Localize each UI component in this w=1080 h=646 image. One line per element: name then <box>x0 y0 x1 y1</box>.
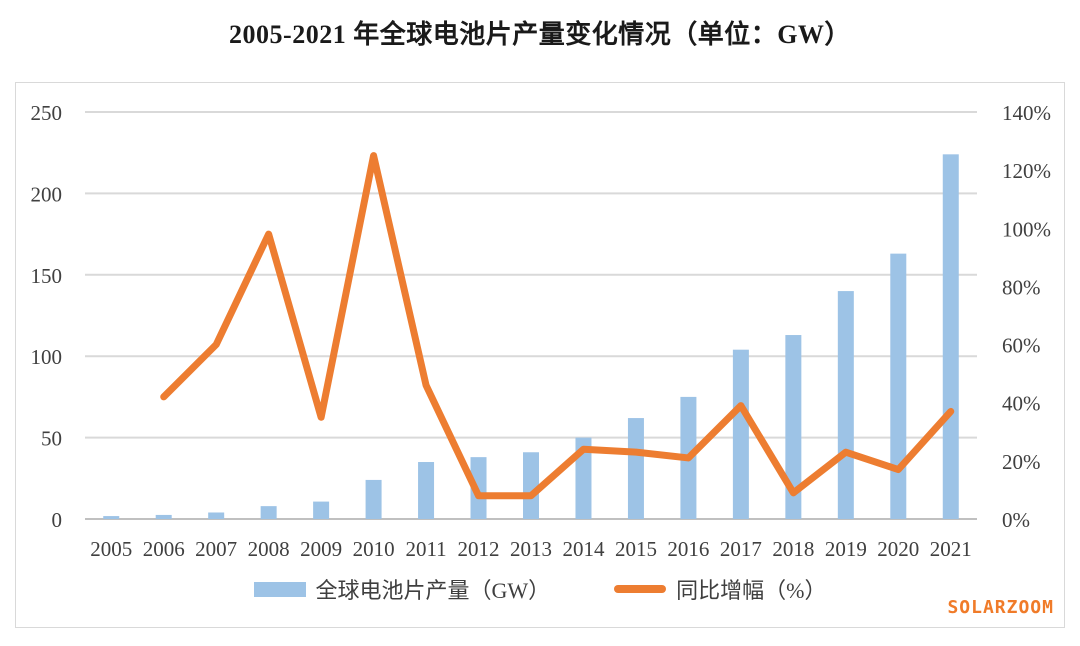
bar-2021 <box>942 154 959 519</box>
bar-2019 <box>837 291 854 519</box>
legend-item-production: 全球电池片产量（GW） <box>253 573 551 605</box>
x-axis-tick-label: 2018 <box>772 537 814 561</box>
x-axis-tick-label: 2006 <box>143 537 185 561</box>
bar-2018 <box>785 335 802 519</box>
left-axis-tick-label: 50 <box>41 427 62 451</box>
page-title: 2005-2021 年全球电池片产量变化情况（单位：GW） <box>229 20 851 49</box>
x-axis-tick-label: 2019 <box>825 537 867 561</box>
chart-canvas: 0 50 100 150 200 250 0% 20% 40% 60% 80% 100% 120% 140… <box>31 101 1052 561</box>
bar-2009 <box>313 501 330 519</box>
x-axis-tick-label: 2010 <box>353 537 395 561</box>
right-axis-tick-label: 0% <box>1002 508 1030 532</box>
bar-2007 <box>208 512 225 519</box>
left-axis-tick-label: 200 <box>31 182 63 206</box>
right-axis-tick-label: 60% <box>1002 334 1041 358</box>
bar-2005 <box>103 516 120 519</box>
x-axis-tick-label: 2012 <box>458 537 500 561</box>
legend-label-growth: 同比增幅（%） <box>676 578 827 603</box>
legend-item-growth: 同比增幅（%） <box>614 573 826 605</box>
right-axis-tick-label: 40% <box>1002 392 1041 416</box>
chart-frame: 0 50 100 150 200 250 0% 20% 40% 60% 80% 100% 120% 140… <box>15 82 1065 628</box>
right-axis-tick-label: 140% <box>1002 101 1051 125</box>
left-axis-tick-label: 150 <box>31 264 63 288</box>
right-axis-tick-label: 20% <box>1002 450 1041 474</box>
chart-legend: 全球电池片产量（GW） 同比增幅（%） <box>16 573 1064 605</box>
bar-2010 <box>365 479 382 519</box>
x-axis-tick-label: 2017 <box>720 537 762 561</box>
right-axis-tick-label: 100% <box>1002 217 1051 241</box>
x-axis-tick-label: 2015 <box>615 537 657 561</box>
x-axis-tick-label: 2016 <box>667 537 709 561</box>
x-axis-tick-label: 2005 <box>90 537 132 561</box>
bar-2020 <box>890 253 907 520</box>
left-axis-tick-label: 0 <box>52 508 63 532</box>
bar-2011 <box>418 462 435 519</box>
x-axis-tick-label: 2013 <box>510 537 552 561</box>
left-axis-tick-label: 250 <box>31 101 63 125</box>
x-axis-tick-label: 2021 <box>930 537 972 561</box>
solarzoom-watermark: SOLARZOOM <box>947 597 1054 618</box>
bar-2017 <box>732 349 749 519</box>
bar-2008 <box>260 506 277 519</box>
bar-2014 <box>575 437 592 519</box>
growth-line <box>160 152 955 500</box>
bar-2013 <box>523 452 539 519</box>
left-axis-tick-label: 100 <box>31 345 63 369</box>
legend-label-production: 全球电池片产量（GW） <box>315 578 551 603</box>
x-axis-tick-label: 2007 <box>195 537 237 561</box>
bar-2015 <box>627 418 644 519</box>
x-axis-tick-label: 2008 <box>248 537 290 561</box>
line-series-swatch-icon <box>614 585 667 593</box>
x-axis-tick-label: 2009 <box>300 537 342 561</box>
right-axis-tick-label: 80% <box>1002 275 1041 299</box>
x-axis-tick-label: 2011 <box>405 537 446 561</box>
x-axis-tick-label: 2020 <box>877 537 919 561</box>
bar-2006 <box>155 514 172 519</box>
x-axis-tick-label: 2014 <box>562 537 605 561</box>
bar-series-swatch-icon <box>253 581 306 597</box>
right-axis-tick-label: 120% <box>1002 159 1051 183</box>
